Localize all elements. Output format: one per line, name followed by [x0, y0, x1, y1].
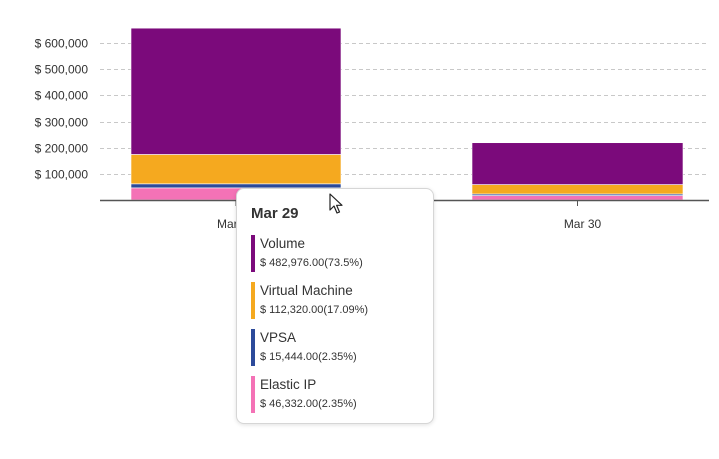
x-tick-label: Mar 30 — [564, 217, 602, 231]
tooltip-swatch — [251, 329, 255, 366]
tooltip-item-value: $ 46,332.00 — [260, 398, 319, 410]
tooltip-item: Virtual Machine $ 112,320.00(17.09%) — [251, 282, 421, 320]
tooltip-item-name: VPSA — [260, 330, 297, 345]
chart-tooltip: Mar 29 Volume $ 482,976.00(73.5%) Virtua… — [236, 188, 434, 424]
tooltip-item-percent: (2.35%) — [318, 398, 357, 410]
x-tick-label: Mar — [217, 217, 238, 231]
bars[interactable] — [130, 27, 684, 201]
tooltip-item-percent: (2.35%) — [318, 351, 357, 363]
y-axis-labels: $ 100,000 $ 200,000 $ 300,000 $ 400,000 $ 50… — [35, 37, 89, 182]
x-axis-ticks: Mar Mar 30 — [217, 200, 601, 231]
bar-segment-virtual-machine[interactable] — [471, 184, 684, 195]
tooltip-item-percent: (17.09%) — [323, 304, 369, 316]
tooltip-title: Mar 29 — [251, 205, 299, 222]
tooltip-item-name: Elastic IP — [260, 377, 317, 392]
tooltip-item-name: Volume — [260, 236, 306, 251]
bar-segment-virtual-machine[interactable] — [130, 154, 342, 185]
tooltip-item-percent: (73.5%) — [324, 257, 363, 269]
y-tick-label: $ 300,000 — [35, 116, 89, 130]
tooltip-item-value: $ 112,320.00 — [260, 304, 324, 316]
tooltip-item: VPSA $ 15,444.00(2.35%) — [251, 329, 421, 367]
tooltip-swatch — [251, 235, 255, 272]
y-tick-label: $ 500,000 — [35, 63, 89, 77]
bar-segment-volume[interactable] — [471, 142, 684, 185]
mouse-pointer-icon — [329, 193, 343, 214]
y-tick-label: $ 400,000 — [35, 89, 89, 103]
tooltip-item-value: $ 15,444.00 — [260, 351, 319, 363]
y-tick-label: $ 600,000 — [35, 37, 89, 51]
tooltip-item-value: $ 482,976.00 — [260, 257, 325, 269]
y-tick-label: $ 100,000 — [35, 168, 89, 182]
y-tick-label: $ 200,000 — [35, 142, 89, 156]
bar-segment-elastic-ip[interactable] — [471, 195, 684, 201]
tooltip-swatch — [251, 282, 255, 319]
tooltip-item-name: Virtual Machine — [260, 283, 353, 298]
tooltip-item: Volume $ 482,976.00(73.5%) — [251, 235, 421, 273]
tooltip-swatch — [251, 376, 255, 413]
bar-segment-volume[interactable] — [130, 27, 342, 155]
tooltip-item: Elastic IP $ 46,332.00(2.35%) — [251, 376, 421, 414]
